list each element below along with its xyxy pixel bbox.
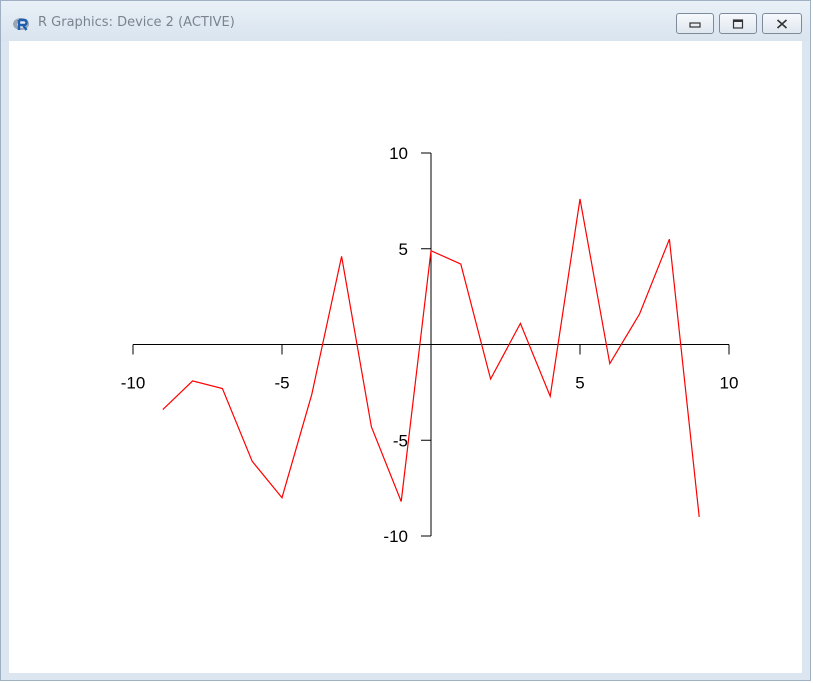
r-logo-icon	[13, 18, 29, 31]
y-tick-label: 10	[389, 144, 408, 163]
minimize-icon	[689, 21, 701, 28]
plot-area: -10 -5 5 10 -10 -5 5 10	[9, 41, 802, 673]
y-tick-label: -10	[383, 527, 408, 546]
x-tick-label: -5	[274, 374, 289, 393]
y-tick-label: 5	[399, 240, 408, 259]
series-line	[162, 198, 700, 517]
chart-svg: -10 -5 5 10 -10 -5 5 10	[121, 144, 739, 546]
maximize-icon	[732, 18, 744, 29]
close-icon	[776, 18, 788, 29]
title-bar[interactable]: R Graphics: Device 2 (ACTIVE)	[1, 1, 810, 41]
window-title: R Graphics: Device 2 (ACTIVE)	[38, 15, 235, 30]
close-button[interactable]	[762, 13, 802, 34]
y-tick-label: -5	[393, 431, 408, 450]
x-tick-label: -10	[121, 374, 146, 393]
x-tick-label: 10	[720, 374, 739, 393]
minimize-button[interactable]	[676, 13, 714, 34]
maximize-button[interactable]	[719, 13, 757, 34]
x-tick-label: 5	[575, 374, 584, 393]
